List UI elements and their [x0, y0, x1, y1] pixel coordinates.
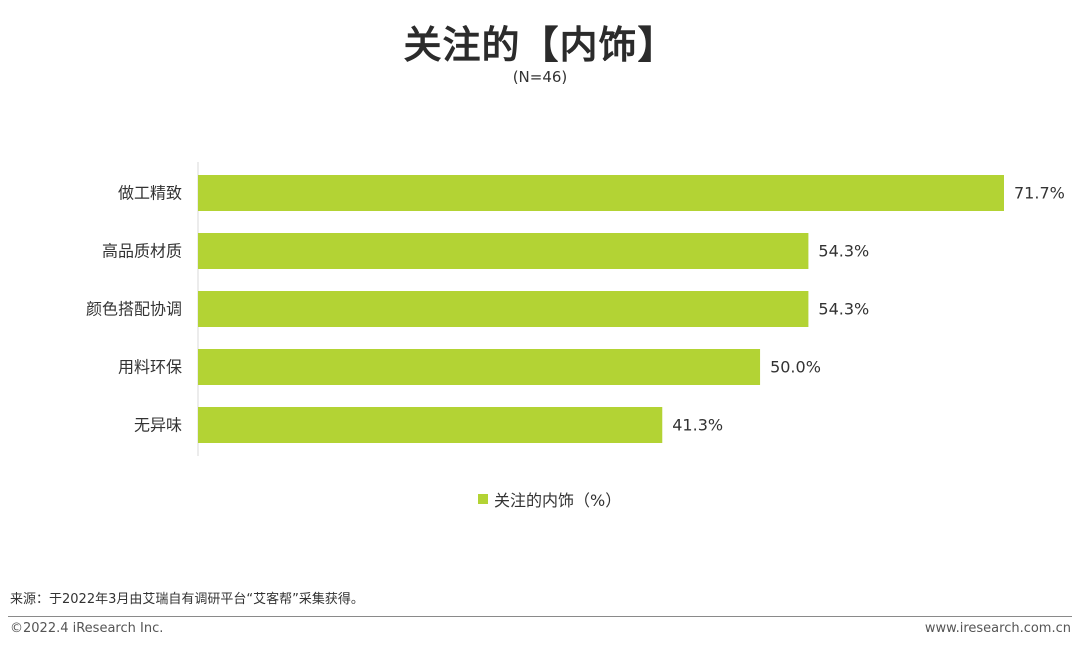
source-note: 来源：于2022年3月由艾瑞自有调研平台“艾客帮”采集获得。: [10, 592, 364, 607]
category-label: 做工精致: [118, 184, 182, 203]
data-label: 54.3%: [818, 242, 869, 261]
category-label: 高品质材质: [102, 242, 182, 261]
chart-title: 关注的【内饰】: [403, 23, 677, 67]
category-label: 颜色搭配协调: [86, 300, 182, 319]
data-label: 41.3%: [672, 416, 723, 435]
chart-subtitle: (N=46): [512, 68, 568, 86]
category-label: 用料环保: [118, 358, 182, 377]
bar: [198, 291, 809, 327]
data-label: 54.3%: [818, 300, 869, 319]
website-link[interactable]: www.iresearch.com.cn: [924, 621, 1071, 636]
bar-chart: 做工精致 71.7% 高品质材质 54.3% 颜色搭配协调 54.3% 用料环保 50.0% 无…: [86, 162, 1065, 456]
data-label: 71.7%: [1014, 184, 1065, 203]
category-label: 无异味: [134, 416, 182, 435]
bar: [198, 233, 809, 269]
bar: [198, 407, 663, 443]
data-label: 50.0%: [770, 358, 821, 377]
legend-swatch: [478, 494, 488, 504]
legend-label: 关注的内饰（%）: [494, 491, 622, 510]
copyright: ©2022.4 iResearch Inc.: [10, 621, 164, 636]
bar: [198, 349, 761, 385]
legend: 关注的内饰（%）: [478, 487, 621, 511]
footer-divider: [8, 616, 1072, 617]
bar: [198, 175, 1004, 211]
